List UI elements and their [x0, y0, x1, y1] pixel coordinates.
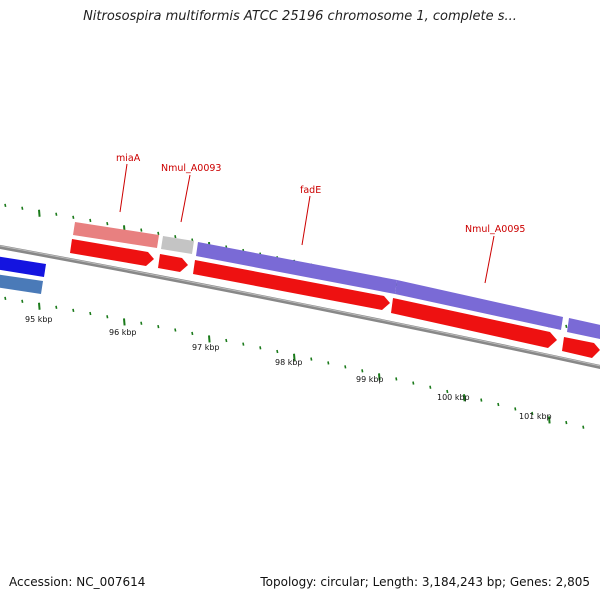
inner-minor-tick — [446, 389, 449, 394]
genome-backbone-highlight — [0, 245, 600, 367]
gene-feature-mia-a[interactable] — [73, 222, 159, 248]
leader-line-mia-a — [119, 163, 128, 213]
scale-label-99: 99 kbp — [356, 375, 384, 384]
gene-feature-nmul-a0095[interactable] — [395, 280, 563, 330]
inner-minor-tick — [21, 299, 24, 303]
leader-line-nmul-a0095 — [484, 235, 495, 284]
inner-minor-tick — [327, 361, 330, 365]
inner-minor-tick — [480, 398, 483, 402]
scale-label-96: 96 kbp — [109, 328, 137, 337]
cds-arrow-nmul-a0093[interactable] — [158, 254, 188, 272]
inner-minor-tick — [140, 321, 143, 325]
gene-feature-blue[interactable] — [0, 256, 46, 277]
gene-label-nmul-a0095: Nmul_A0095 — [465, 224, 525, 235]
inner-minor-tick — [225, 338, 228, 343]
inner-minor-tick — [497, 402, 500, 407]
inner-minor-tick — [157, 324, 160, 329]
map-title: Nitrosospira multiformis ATCC 25196 chro… — [83, 9, 517, 24]
scale-label-100: 100 kbp — [437, 393, 470, 402]
outer-minor-tick — [565, 324, 568, 329]
inner-major-tick — [378, 373, 381, 381]
gene-label-fade: fadE — [300, 185, 321, 196]
inner-minor-tick — [89, 311, 92, 316]
gene-label-nmul-a0093: Nmul_A0093 — [161, 163, 221, 174]
gene-feature-fade[interactable] — [196, 242, 397, 294]
inner-minor-tick — [259, 346, 262, 350]
inner-minor-tick — [361, 369, 364, 373]
cds-arrow-fade[interactable] — [193, 260, 390, 310]
inner-minor-tick — [174, 328, 177, 332]
cds-arrow-nmul-a0095[interactable] — [391, 298, 557, 348]
gene-feature-nmul-a0093[interactable] — [161, 236, 194, 254]
genome-summary-text: Topology: circular; Length: 3,184,243 bp… — [260, 575, 590, 589]
inner-minor-tick — [55, 305, 58, 309]
outer-minor-tick — [157, 231, 160, 236]
outer-minor-tick — [140, 228, 143, 232]
inner-minor-tick — [531, 411, 534, 416]
inner-minor-tick — [106, 315, 109, 319]
inner-minor-tick — [276, 349, 279, 354]
inner-minor-tick — [582, 425, 585, 429]
inner-major-tick — [123, 318, 126, 326]
outer-minor-tick — [55, 212, 58, 216]
scale-label-95: 95 kbp — [25, 315, 53, 324]
genome-backbone — [0, 244, 600, 369]
inner-minor-tick — [429, 385, 432, 389]
gene-label-mia-a: miaA — [116, 153, 141, 164]
inner-minor-tick — [565, 420, 568, 425]
inner-minor-tick — [344, 365, 347, 369]
inner-major-tick — [38, 302, 41, 310]
inner-major-tick — [463, 394, 466, 402]
accession-text: Accession: NC_007614 — [9, 575, 146, 589]
inner-minor-tick — [242, 342, 245, 346]
inner-major-tick — [293, 353, 296, 361]
leader-line-nmul-a0093 — [180, 174, 191, 223]
inner-minor-tick — [191, 331, 194, 336]
inner-minor-tick — [412, 381, 415, 385]
inner-minor-tick — [4, 296, 7, 301]
leader-line-fade — [301, 195, 311, 246]
inner-minor-tick — [395, 377, 398, 381]
cds-arrow-mia-a[interactable] — [70, 239, 154, 266]
outer-minor-tick — [174, 235, 177, 239]
scale-label-97: 97 kbp — [192, 343, 220, 352]
outer-minor-tick — [4, 203, 7, 208]
inner-major-tick — [208, 335, 211, 343]
inner-tick-ring — [4, 296, 585, 429]
inner-minor-tick — [514, 407, 517, 411]
inner-minor-tick — [72, 308, 75, 313]
scale-label-98: 98 kbp — [275, 358, 303, 367]
outer-minor-tick — [21, 206, 24, 210]
inner-major-tick — [548, 416, 551, 424]
cds-feature-steel[interactable] — [0, 274, 43, 294]
gene-feature-next[interactable] — [567, 318, 600, 340]
outer-minor-tick — [72, 215, 75, 219]
inner-minor-tick — [310, 357, 313, 361]
cds-arrow-next[interactable] — [562, 337, 600, 358]
outer-minor-tick — [89, 218, 92, 223]
scale-label-101: 101 kbp — [519, 412, 552, 421]
outer-major-tick — [38, 209, 41, 217]
outer-minor-tick — [106, 221, 109, 226]
